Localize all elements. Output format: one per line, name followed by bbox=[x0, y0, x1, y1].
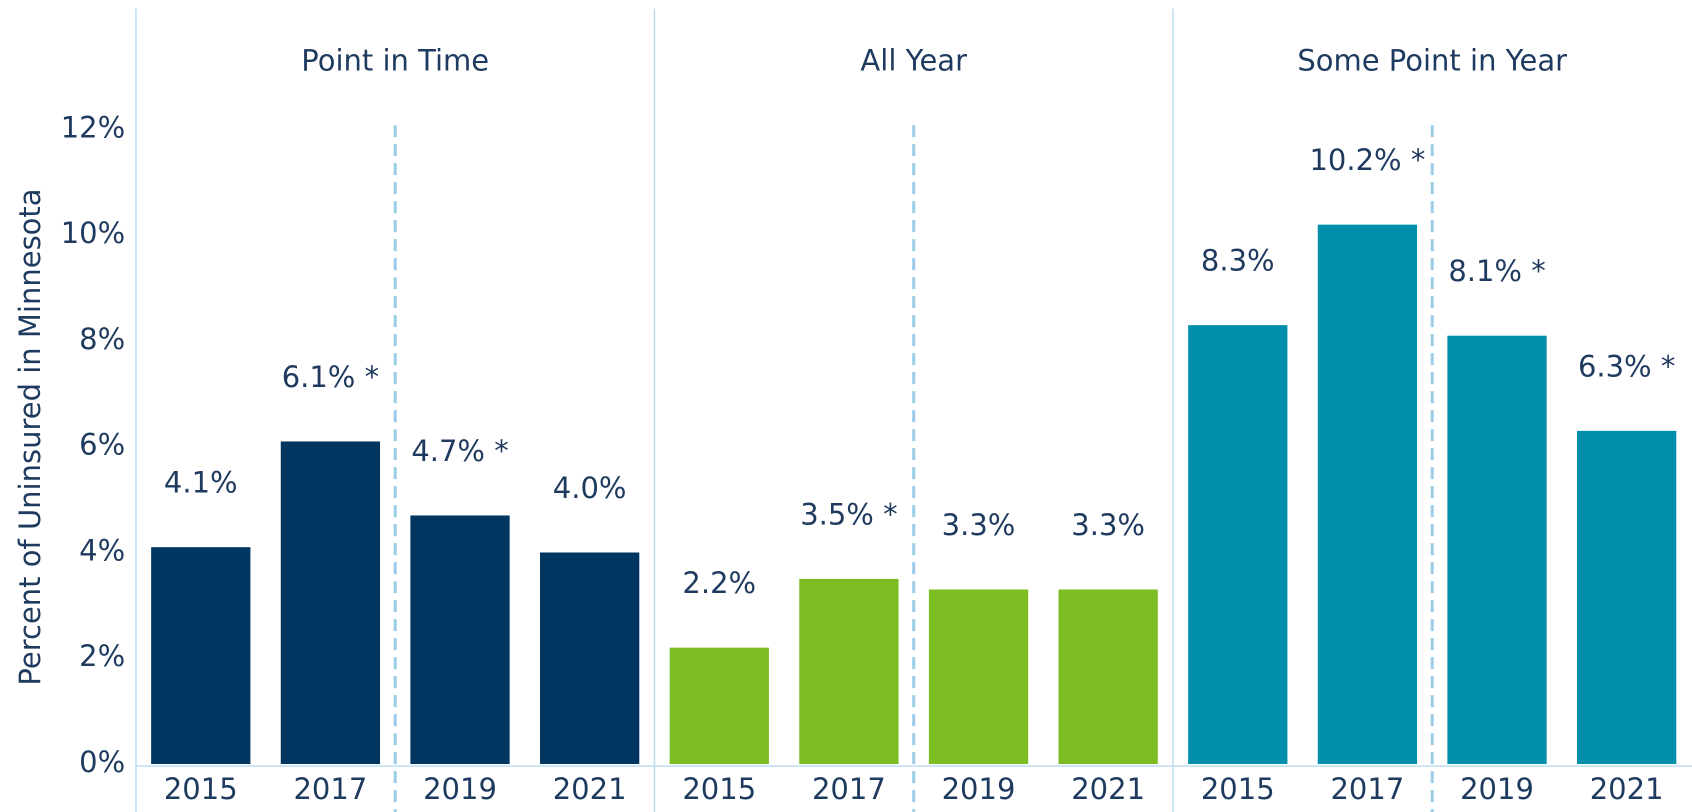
y-tick-label: 12% bbox=[61, 110, 125, 144]
x-tick-label: 2015 bbox=[682, 772, 756, 806]
y-axis-label: Percent of Uninsured in Minnesota bbox=[13, 188, 47, 685]
value-label: 3.3% bbox=[942, 508, 1016, 542]
y-tick-label: 8% bbox=[79, 322, 125, 356]
x-tick-label: 2017 bbox=[812, 772, 886, 806]
x-tick-label: 2019 bbox=[423, 772, 497, 806]
bar bbox=[1058, 589, 1158, 764]
value-label: 4.0% bbox=[553, 471, 627, 505]
value-label: 4.1% bbox=[164, 466, 238, 500]
value-label: 6.1% * bbox=[282, 360, 379, 394]
panel-title: All Year bbox=[860, 44, 967, 78]
panel-title: Some Point in Year bbox=[1297, 44, 1567, 78]
x-tick-label: 2019 bbox=[942, 772, 1016, 806]
value-label: 10.2% * bbox=[1309, 143, 1425, 177]
y-tick-label: 4% bbox=[79, 533, 125, 567]
value-label: 2.2% bbox=[682, 566, 756, 600]
x-tick-label: 2017 bbox=[293, 772, 367, 806]
x-tick-label: 2021 bbox=[1590, 772, 1664, 806]
bar bbox=[669, 647, 769, 764]
x-tick-label: 2017 bbox=[1330, 772, 1404, 806]
bar bbox=[1188, 325, 1288, 764]
bar bbox=[1447, 335, 1547, 764]
value-label: 8.3% bbox=[1201, 244, 1275, 278]
bar bbox=[280, 441, 381, 764]
y-tick-label: 0% bbox=[79, 745, 125, 779]
bar bbox=[799, 578, 899, 764]
x-tick-label: 2015 bbox=[1201, 772, 1275, 806]
panel-title: Point in Time bbox=[301, 44, 489, 78]
value-label: 3.3% bbox=[1071, 508, 1145, 542]
x-tick-label: 2021 bbox=[1071, 772, 1145, 806]
y-tick-label: 2% bbox=[79, 639, 125, 673]
bar bbox=[410, 515, 510, 764]
x-tick-label: 2015 bbox=[164, 772, 238, 806]
bar bbox=[151, 547, 251, 764]
bar bbox=[1317, 224, 1418, 764]
bar bbox=[540, 552, 640, 764]
x-tick-label: 2021 bbox=[553, 772, 627, 806]
value-label: 4.7% * bbox=[411, 434, 508, 468]
value-label: 6.3% * bbox=[1578, 349, 1675, 383]
y-tick-label: 10% bbox=[61, 216, 125, 250]
bar bbox=[928, 589, 1029, 764]
y-tick-label: 6% bbox=[79, 428, 125, 462]
value-label: 8.1% * bbox=[1448, 254, 1545, 288]
value-label: 3.5% * bbox=[800, 497, 897, 531]
bar bbox=[1577, 430, 1677, 764]
x-tick-label: 2019 bbox=[1460, 772, 1534, 806]
